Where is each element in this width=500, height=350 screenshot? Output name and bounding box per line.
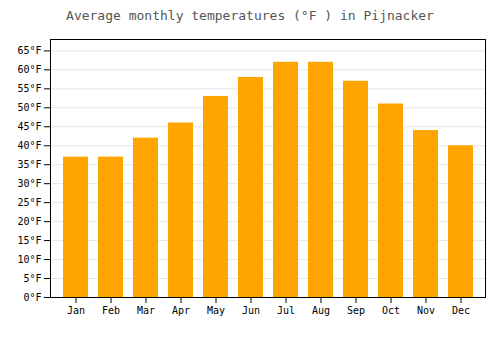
svg-text:35°F: 35°F: [17, 159, 41, 170]
svg-text:Jan: Jan: [67, 305, 85, 316]
svg-text:10°F: 10°F: [17, 254, 41, 265]
svg-text:30°F: 30°F: [17, 178, 41, 189]
svg-text:Aug: Aug: [312, 305, 330, 316]
svg-text:Dec: Dec: [452, 305, 470, 316]
svg-text:45°F: 45°F: [17, 121, 41, 132]
svg-text:Nov: Nov: [417, 305, 435, 316]
svg-text:5°F: 5°F: [23, 273, 41, 284]
svg-text:20°F: 20°F: [17, 216, 41, 227]
svg-text:40°F: 40°F: [17, 140, 41, 151]
svg-text:15°F: 15°F: [17, 235, 41, 246]
svg-text:Oct: Oct: [382, 305, 400, 316]
svg-text:Jul: Jul: [277, 305, 295, 316]
svg-text:Jun: Jun: [242, 305, 260, 316]
svg-text:Mar: Mar: [137, 305, 155, 316]
svg-text:55°F: 55°F: [17, 83, 41, 94]
svg-text:Feb: Feb: [102, 305, 120, 316]
svg-text:50°F: 50°F: [17, 102, 41, 113]
svg-text:65°F: 65°F: [17, 45, 41, 56]
svg-text:May: May: [207, 305, 225, 316]
svg-text:0°F: 0°F: [23, 292, 41, 303]
svg-text:Apr: Apr: [172, 305, 190, 316]
svg-text:60°F: 60°F: [17, 64, 41, 75]
html-text:Average monthly temperatures (: Average monthly temperatures (°F ) in Pi…: [66, 8, 434, 23]
svg-text:25°F: 25°F: [17, 197, 41, 208]
svg-text:Sep: Sep: [347, 305, 365, 316]
